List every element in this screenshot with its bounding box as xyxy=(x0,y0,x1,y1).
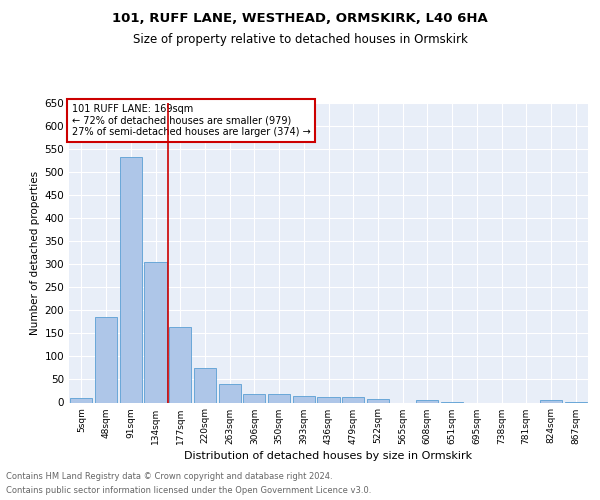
Bar xyxy=(145,262,167,402)
Text: Contains public sector information licensed under the Open Government Licence v3: Contains public sector information licen… xyxy=(6,486,371,495)
Bar xyxy=(268,394,290,402)
Bar xyxy=(540,400,562,402)
Bar xyxy=(119,156,142,402)
Bar xyxy=(70,398,92,402)
Text: 101, RUFF LANE, WESTHEAD, ORMSKIRK, L40 6HA: 101, RUFF LANE, WESTHEAD, ORMSKIRK, L40 … xyxy=(112,12,488,26)
Bar xyxy=(243,394,265,402)
Bar xyxy=(194,368,216,402)
Bar xyxy=(169,328,191,402)
Bar xyxy=(367,399,389,402)
Text: Size of property relative to detached houses in Ormskirk: Size of property relative to detached ho… xyxy=(133,32,467,46)
Text: 101 RUFF LANE: 169sqm
← 72% of detached houses are smaller (979)
27% of semi-det: 101 RUFF LANE: 169sqm ← 72% of detached … xyxy=(71,104,310,137)
Bar xyxy=(342,396,364,402)
X-axis label: Distribution of detached houses by size in Ormskirk: Distribution of detached houses by size … xyxy=(184,450,473,460)
Bar xyxy=(218,384,241,402)
Bar xyxy=(317,397,340,402)
Bar xyxy=(293,396,315,402)
Bar xyxy=(416,400,439,402)
Text: Contains HM Land Registry data © Crown copyright and database right 2024.: Contains HM Land Registry data © Crown c… xyxy=(6,472,332,481)
Bar xyxy=(95,317,117,402)
Y-axis label: Number of detached properties: Number of detached properties xyxy=(30,170,40,334)
